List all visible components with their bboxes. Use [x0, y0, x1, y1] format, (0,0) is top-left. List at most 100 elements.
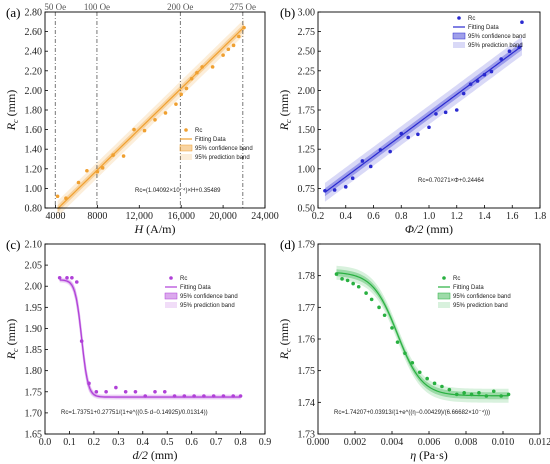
y-axis-symbol: R: [4, 122, 18, 131]
y-tick-label: 1.76: [298, 335, 316, 346]
x-axis-unit: (mm): [423, 222, 453, 236]
y-axis-label: Rc (mm): [277, 90, 293, 132]
y-tick-label: 1.85: [25, 345, 43, 356]
data-point: [416, 132, 420, 137]
data-point: [382, 313, 387, 318]
legend-label: 95% confidence band: [453, 294, 511, 300]
y-tick-label: 1.79: [298, 240, 316, 251]
data-point: [499, 394, 503, 398]
fit-line: [324, 45, 523, 193]
data-point: [427, 125, 431, 130]
y-tick-label: 1.20: [25, 164, 43, 175]
y-axis-label: Rc (mm): [4, 319, 20, 361]
reference-label: 200 Oe: [167, 2, 193, 12]
y-axis-subscript: c: [11, 348, 20, 352]
data-point: [74, 280, 79, 284]
y-tick-label: 1.75: [298, 366, 316, 377]
panel-label: (a): [6, 5, 20, 20]
prediction-band: [336, 265, 509, 403]
legend-marker: [184, 128, 188, 132]
data-point: [351, 281, 355, 286]
data-point: [142, 128, 147, 133]
y-tick-label: 1.75: [298, 106, 316, 117]
data-point: [182, 394, 187, 398]
x-tick-label: 1.6: [506, 211, 519, 222]
data-point: [350, 176, 355, 181]
data-point: [410, 360, 415, 365]
x-tick-label: 1.4: [478, 211, 491, 222]
x-tick-label: 24,000: [251, 211, 279, 222]
data-point: [332, 188, 337, 192]
data-point: [323, 188, 327, 193]
fit-equation: Rc=1.74207+0.03913/(1+e^((η−0.00429)/(6.…: [334, 409, 490, 416]
y-tick-label: 1.25: [298, 145, 316, 156]
y-tick-label: 2.50: [298, 47, 316, 58]
data-point: [133, 389, 138, 394]
y-axis-unit: (mm): [277, 319, 291, 349]
x-axis-symbol: η: [410, 448, 416, 462]
x-tick-label: 16,000: [167, 211, 195, 222]
reference-label: 100 Oe: [84, 2, 110, 12]
y-tick-label: 2.75: [298, 27, 316, 38]
data-point: [55, 194, 60, 199]
y-tick-label: 1.78: [298, 271, 316, 282]
x-tick-label: 0.008: [455, 437, 478, 448]
y-tick-label: 2.00: [25, 86, 43, 97]
fit-equation: Rc=0.70271×Φ+0.24464: [418, 178, 485, 184]
y-tick-label: 2.80: [25, 8, 43, 19]
data-point: [434, 112, 438, 116]
data-point: [238, 394, 243, 398]
x-tick-label: 0.2: [88, 437, 101, 448]
data-point: [114, 385, 118, 390]
y-tick-label: 2.20: [25, 66, 43, 77]
data-point: [469, 392, 474, 397]
y-axis-subscript: c: [11, 119, 20, 123]
x-axis-label: η (Pa·s): [410, 448, 448, 462]
x-axis-unit: (mm): [148, 448, 178, 462]
data-point: [520, 20, 524, 24]
data-point: [100, 166, 105, 170]
fit-equation: Rc=1.73751+0.27751/(1+e^((0.5·d−0.14925)…: [61, 410, 208, 416]
legend-swatch: [453, 42, 465, 48]
x-tick-label: 20,000: [209, 211, 237, 222]
x-tick-label: 1.0: [423, 211, 436, 222]
y-tick-label: 2.60: [25, 27, 43, 38]
data-point: [334, 272, 339, 276]
legend-marker: [169, 276, 173, 280]
data-point: [111, 153, 115, 157]
data-point: [443, 110, 448, 115]
y-tick-label: 1.40: [25, 145, 43, 156]
x-tick-label: 0.006: [418, 437, 441, 448]
x-tick-label: 0.010: [492, 437, 515, 448]
data-point: [417, 370, 422, 375]
data-point: [132, 127, 136, 132]
panel-1: 50 Oe 100 Oe 200 Oe 275 Oe 4000 8000 12,000 16,…: [4, 2, 279, 236]
x-tick-label: 12,000: [126, 211, 154, 222]
y-tick-label: 1.95: [25, 303, 43, 314]
legend-label: 95% prediction band: [180, 303, 235, 309]
x-tick-label: 0.8: [234, 437, 247, 448]
panel-3: 0.0 0.1 0.2 0.3 0.4 0.5 0.6 0.7 0.8 0.9 1.65 1.70 1.…: [4, 237, 271, 462]
y-tick-label: 1.00: [25, 184, 43, 195]
data-point: [189, 76, 194, 81]
fit-line: [336, 272, 509, 397]
data-point: [174, 102, 178, 106]
y-axis-unit: (mm): [4, 319, 18, 349]
legend-swatch: [452, 32, 466, 40]
legend-swatch: [180, 154, 192, 160]
y-tick-label: 1.60: [25, 125, 43, 136]
data-point: [65, 275, 69, 280]
y-axis-symbol: R: [277, 351, 291, 360]
data-point: [153, 389, 157, 394]
data-point: [221, 53, 225, 57]
y-tick-label: 2.05: [25, 261, 43, 272]
y-axis-label: Rc (mm): [277, 319, 293, 361]
panel-4: 0.000 0.002 0.004 0.006 0.008 0.010 0.012 1.73 1…: [277, 237, 550, 462]
x-tick-label: 0.1: [63, 437, 76, 448]
x-tick-label: 0.012: [529, 437, 550, 448]
data-point: [179, 92, 183, 97]
x-tick-label: 0.4: [340, 211, 353, 222]
y-tick-label: 1.75: [25, 387, 43, 398]
y-tick-label: 1.73: [298, 430, 316, 441]
